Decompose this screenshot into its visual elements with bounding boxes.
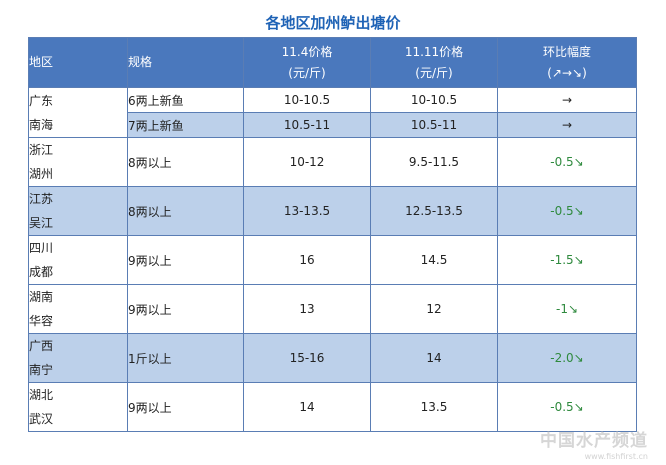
table-header-row: 地区 规格 11.4价格 (元/斤) 11.11价格 (元/斤) 环比幅度 (↗… [28, 37, 637, 88]
header-change: 环比幅度 (↗→↘) [497, 37, 637, 88]
header-price-11-4-date: 11.4价格 [281, 44, 333, 59]
price-11-4-cell: 15-16 [243, 333, 371, 383]
region-province: 广东 [29, 93, 54, 108]
table-row: 湖北 武汉 9两以上 14 13.5 -0.5↘ [28, 382, 637, 432]
price-11-4-cell: 16 [243, 235, 371, 285]
price-11-4-cell: 13 [243, 284, 371, 334]
region-city: 成都 [29, 265, 54, 279]
table-row: 四川 成都 9两以上 16 14.5 -1.5↘ [28, 235, 637, 285]
watermark-url: www.fishfirst.cn [584, 452, 648, 461]
region-city: 吴江 [29, 216, 54, 230]
region-province: 湖北 [29, 388, 54, 402]
price-11-11-cell: 10.5-11 [370, 112, 498, 138]
region-province: 江苏 [29, 192, 54, 206]
spec-cell: 6两上新鱼 [127, 87, 244, 113]
region-cell: 四川 成都 [28, 235, 128, 285]
table-row: 湖南 华容 9两以上 13 12 -1↘ [28, 284, 637, 334]
region-city: 南宁 [29, 363, 54, 377]
price-11-11-cell: 14.5 [370, 235, 498, 285]
region-city: 华容 [29, 314, 54, 328]
change-cell: -0.5↘ [497, 186, 637, 236]
table-row: 广东 南海 6两上新鱼 10-10.5 10-10.5 → [28, 87, 637, 138]
header-spec: 规格 [127, 37, 244, 88]
change-cell: -0.5↘ [497, 382, 637, 432]
header-price-11-11-date: 11.11价格 [404, 44, 464, 59]
spec-cell: 8两以上 [127, 137, 244, 187]
table-title: 各地区加州鲈出塘价 [265, 14, 401, 32]
table-row: 7两上新鱼 10.5-11 10.5-11 → [29, 112, 637, 138]
price-table: 地区 规格 11.4价格 (元/斤) 11.11价格 (元/斤) 环比幅度 (↗… [28, 37, 637, 432]
change-cell: → [497, 112, 637, 138]
price-11-4-cell: 10-12 [243, 137, 371, 187]
price-11-4-cell: 14 [243, 382, 371, 432]
spec-cell: 9两以上 [127, 382, 244, 432]
table-row: 广西 南宁 1斤以上 15-16 14 -2.0↘ [28, 333, 637, 383]
region-cell: 湖北 武汉 [28, 382, 128, 432]
spec-cell: 9两以上 [127, 235, 244, 285]
spec-cell: 1斤以上 [127, 333, 244, 383]
table-row: 浙江 湖州 8两以上 10-12 9.5-11.5 -0.5↘ [28, 137, 637, 187]
header-price-11-11: 11.11价格 (元/斤) [370, 37, 498, 88]
change-cell: -1.5↘ [497, 235, 637, 285]
price-11-4-cell: 10.5-11 [243, 112, 371, 138]
region-cell: 江苏 吴江 [28, 186, 128, 236]
header-price-11-4: 11.4价格 (元/斤) [243, 37, 371, 88]
spec-cell: 8两以上 [127, 186, 244, 236]
spec-cell: 9两以上 [127, 284, 244, 334]
region-cell: 广西 南宁 [28, 333, 128, 383]
region-province: 浙江 [29, 143, 54, 157]
price-11-11-cell: 12 [370, 284, 498, 334]
table-row: 江苏 吴江 8两以上 13-13.5 12.5-13.5 -0.5↘ [28, 186, 637, 236]
price-11-11-cell: 10-10.5 [370, 87, 498, 113]
region-province: 湖南 [29, 290, 54, 304]
region-cell: 浙江 湖州 [28, 137, 128, 187]
region-city: 武汉 [29, 412, 54, 426]
header-price-11-11-unit: (元/斤) [415, 65, 453, 80]
price-11-4-cell: 13-13.5 [243, 186, 371, 236]
price-11-11-cell: 14 [370, 333, 498, 383]
region-province: 四川 [29, 241, 54, 255]
price-11-4-cell: 10-10.5 [243, 87, 371, 113]
header-change-title: 环比幅度 [542, 44, 591, 59]
header-change-arrows: (↗→↘) [547, 65, 587, 80]
price-11-11-cell: 12.5-13.5 [370, 186, 498, 236]
change-cell: -1↘ [497, 284, 637, 334]
spec-cell: 7两上新鱼 [127, 112, 244, 138]
watermark-logo: 中国水产频道 [540, 431, 648, 451]
change-cell: -2.0↘ [497, 333, 637, 383]
change-cell: -0.5↘ [497, 137, 637, 187]
header-price-11-4-unit: (元/斤) [288, 65, 326, 80]
region-city: 湖州 [29, 167, 54, 181]
region-city: 南海 [29, 117, 54, 132]
price-11-11-cell: 9.5-11.5 [370, 137, 498, 187]
region-province: 广西 [29, 339, 54, 353]
region-cell: 湖南 华容 [28, 284, 128, 334]
change-cell: → [497, 87, 637, 113]
price-11-11-cell: 13.5 [370, 382, 498, 432]
header-region: 地区 [28, 37, 128, 88]
region-cell: 广东 南海 [28, 87, 128, 138]
